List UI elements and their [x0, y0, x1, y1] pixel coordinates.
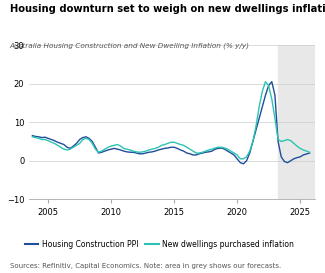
Text: Housing downturn set to weigh on new dwellings inflation: Housing downturn set to weigh on new dwe… — [10, 4, 325, 14]
Text: Sources: Refinitiv, Capital Economics. Note: area in grey shows our forecasts.: Sources: Refinitiv, Capital Economics. N… — [10, 263, 281, 269]
Bar — [278, 45, 315, 199]
Legend: Housing Construction PPI, New dwellings purchased inflation: Housing Construction PPI, New dwellings … — [22, 237, 297, 252]
Text: Australia Housing Construction and New Dwelling Inflation (% y/y): Australia Housing Construction and New D… — [10, 42, 250, 49]
